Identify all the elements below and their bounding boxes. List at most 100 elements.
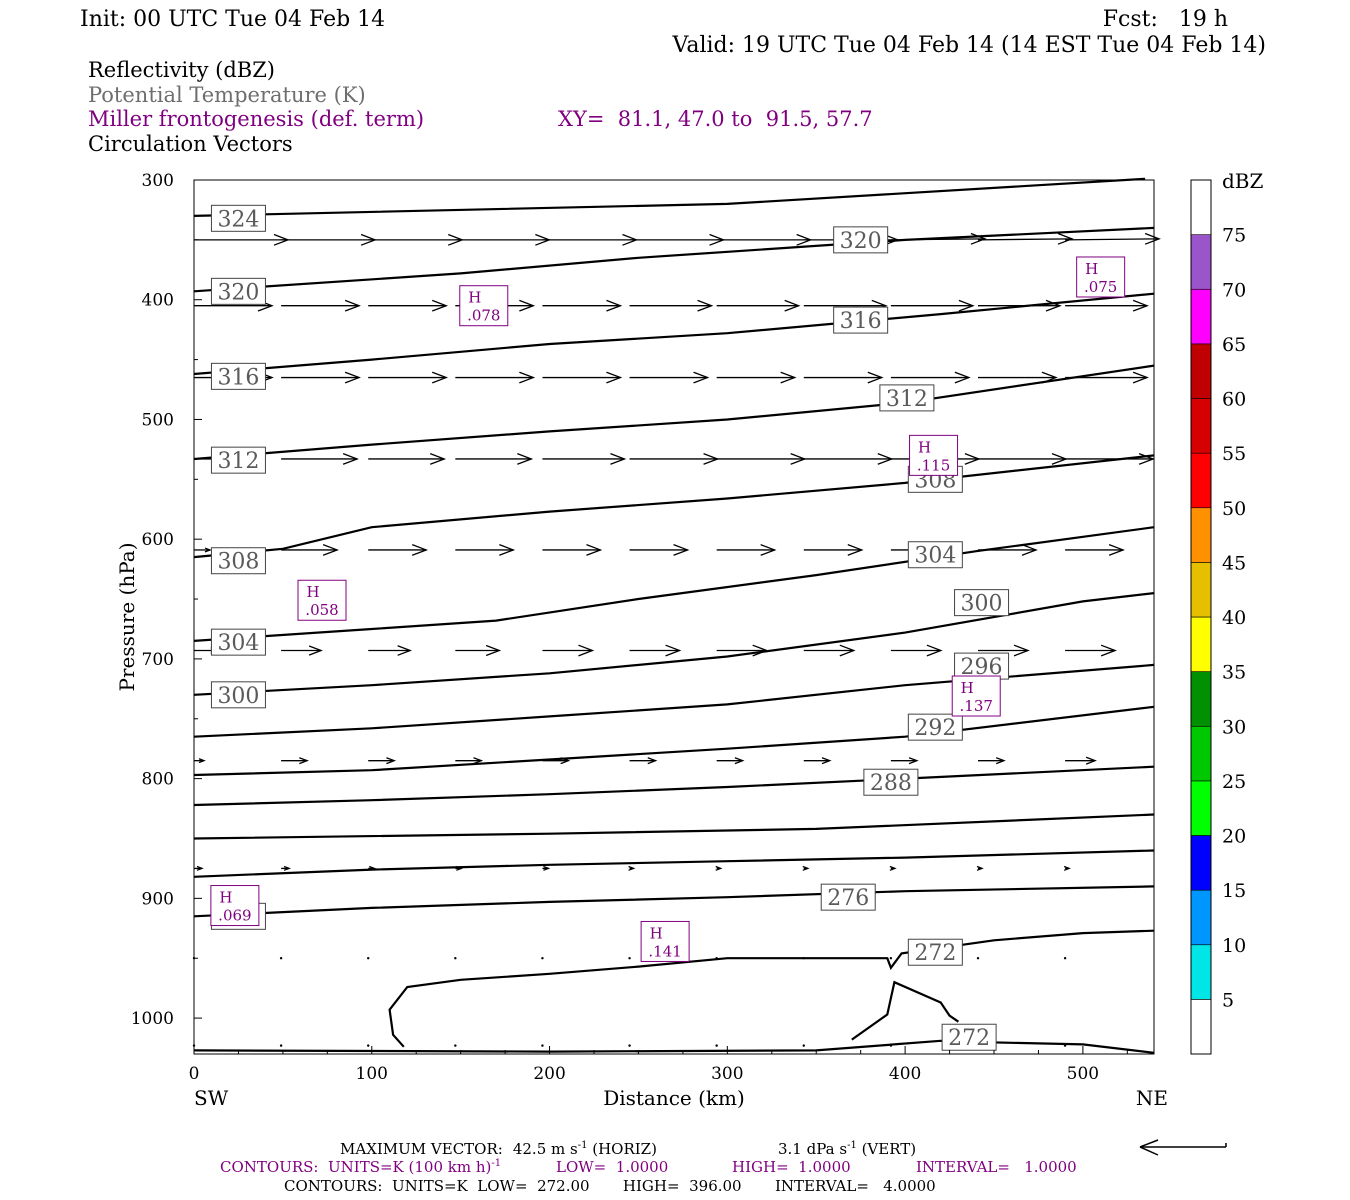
theta-label-value: 320 bbox=[840, 229, 882, 254]
y-tick-label: 600 bbox=[142, 530, 174, 550]
colorbar-segment bbox=[1190, 780, 1212, 836]
x-axis-title: Distance (km) bbox=[603, 1086, 745, 1110]
vector-shaft bbox=[1065, 238, 1160, 241]
circulation-vector bbox=[978, 544, 1038, 556]
circulation-vector bbox=[976, 865, 984, 871]
colorbar-label: 10 bbox=[1222, 935, 1246, 957]
vector-head bbox=[322, 544, 339, 556]
frontogenesis-maximum-value: .069 bbox=[218, 907, 251, 925]
vector-dot bbox=[367, 1044, 370, 1047]
y-tick-label: 800 bbox=[142, 770, 174, 790]
vector-dot bbox=[454, 957, 457, 960]
vector-head bbox=[578, 644, 595, 657]
circulation-vector bbox=[1063, 865, 1071, 871]
theta-contour-272 bbox=[851, 980, 960, 1041]
circulation-vector bbox=[628, 865, 636, 871]
vector-head bbox=[867, 371, 884, 384]
vector-dot bbox=[192, 1044, 196, 1047]
forecast-hour: Fcst: 19 h bbox=[1103, 7, 1228, 32]
colorbar-segment bbox=[1190, 234, 1212, 290]
vector-head bbox=[610, 453, 627, 465]
frontogenesis-maximum: H.141 bbox=[640, 920, 690, 962]
reference-vector-arrow bbox=[1139, 1139, 1227, 1156]
circulation-vector bbox=[629, 757, 658, 765]
colorbar-label: 20 bbox=[1222, 826, 1246, 848]
theta-contour-276 bbox=[193, 885, 1155, 918]
vector-shaft bbox=[890, 238, 985, 241]
frontogenesis-maximum: H.058 bbox=[297, 579, 347, 621]
theta-contour-280 bbox=[193, 849, 1155, 878]
vector-head bbox=[802, 865, 810, 871]
colorbar-segment bbox=[1190, 999, 1212, 1055]
circulation-vector bbox=[367, 1044, 370, 1047]
vector-head bbox=[1045, 299, 1062, 312]
circulation-vector bbox=[281, 299, 361, 312]
init-time: Init: 00 UTC Tue 04 Feb 14 bbox=[80, 7, 385, 32]
theta-label-value: 304 bbox=[914, 544, 956, 569]
circulation-vector bbox=[368, 865, 377, 871]
reflectivity-colorbar: 5 10 15 20 25 30 35 40 45 50 55 60 65 70 75 bbox=[1190, 179, 1246, 1055]
theta-label-value: 300 bbox=[217, 684, 259, 709]
x-tick-label: 200 bbox=[533, 1064, 565, 1084]
vector-head bbox=[760, 544, 777, 556]
circulation-vector bbox=[368, 544, 429, 556]
circulation-vector bbox=[976, 957, 980, 960]
circulation-vector bbox=[281, 645, 323, 656]
theta-label-box bbox=[879, 384, 935, 412]
circulation-vector bbox=[803, 757, 832, 765]
colorbar-label: 25 bbox=[1222, 771, 1246, 793]
circulation-vector bbox=[715, 865, 723, 871]
frontogenesis-maximum: H.078 bbox=[459, 285, 509, 327]
x-tick-label: 100 bbox=[356, 1064, 388, 1084]
vector-head bbox=[889, 865, 897, 871]
circulation-vector bbox=[1065, 644, 1117, 657]
vector-head bbox=[308, 645, 323, 656]
theta-label-box bbox=[210, 547, 266, 575]
circulation-vector bbox=[541, 957, 544, 960]
x-axis-left-end: SW bbox=[194, 1086, 229, 1110]
circulation-vector bbox=[281, 453, 359, 465]
circulation-vector bbox=[889, 865, 897, 871]
vector-head bbox=[1108, 544, 1125, 556]
frontogenesis-maximum-mark: H bbox=[468, 289, 481, 307]
circulation-vector bbox=[281, 371, 361, 384]
y-tick-label: 500 bbox=[142, 410, 174, 430]
theta-label-box bbox=[954, 589, 1010, 617]
y-tick-label: 700 bbox=[142, 650, 174, 670]
circulation-vector bbox=[978, 299, 1062, 312]
vector-head bbox=[995, 757, 1006, 765]
circulation-vector bbox=[542, 371, 623, 384]
vector-head bbox=[926, 644, 943, 657]
vector-dot bbox=[802, 957, 805, 960]
circulation-vector bbox=[1065, 371, 1149, 384]
circulation-vector bbox=[1065, 232, 1161, 245]
vector-head bbox=[519, 371, 536, 384]
vector-head bbox=[1144, 232, 1161, 245]
circulation-vector bbox=[542, 644, 595, 657]
x-tick-label: 300 bbox=[711, 1064, 743, 1084]
circulation-vector bbox=[628, 1044, 631, 1047]
frontogenesis-maximum-box bbox=[909, 434, 959, 476]
circulation-vector bbox=[542, 453, 627, 465]
theta-label: 316 bbox=[833, 306, 889, 334]
colorbar-title: dBZ bbox=[1222, 169, 1264, 193]
frontogenesis-maximum-box bbox=[459, 285, 509, 327]
circulation-vector bbox=[455, 371, 536, 384]
vector-dot bbox=[715, 1044, 718, 1047]
potential-temperature-labels: 3243203163123083043002783203163123083043… bbox=[210, 204, 1010, 1051]
vector-head bbox=[697, 299, 714, 312]
circulation-vector bbox=[1065, 453, 1155, 465]
circulation-vector bbox=[978, 644, 1030, 657]
vector-head bbox=[411, 544, 429, 556]
circulation-vector bbox=[194, 865, 204, 871]
circulation-vector bbox=[455, 865, 464, 871]
circulation-vector bbox=[281, 757, 309, 765]
vector-dot bbox=[889, 1044, 893, 1047]
circulation-vector bbox=[542, 865, 551, 871]
vector-head bbox=[970, 232, 987, 245]
circulation-vector bbox=[541, 1044, 544, 1047]
vector-head bbox=[1132, 371, 1149, 384]
circulation-vector bbox=[542, 757, 571, 765]
theta-contour-284 bbox=[193, 813, 1155, 840]
theta-label-box bbox=[833, 306, 889, 334]
